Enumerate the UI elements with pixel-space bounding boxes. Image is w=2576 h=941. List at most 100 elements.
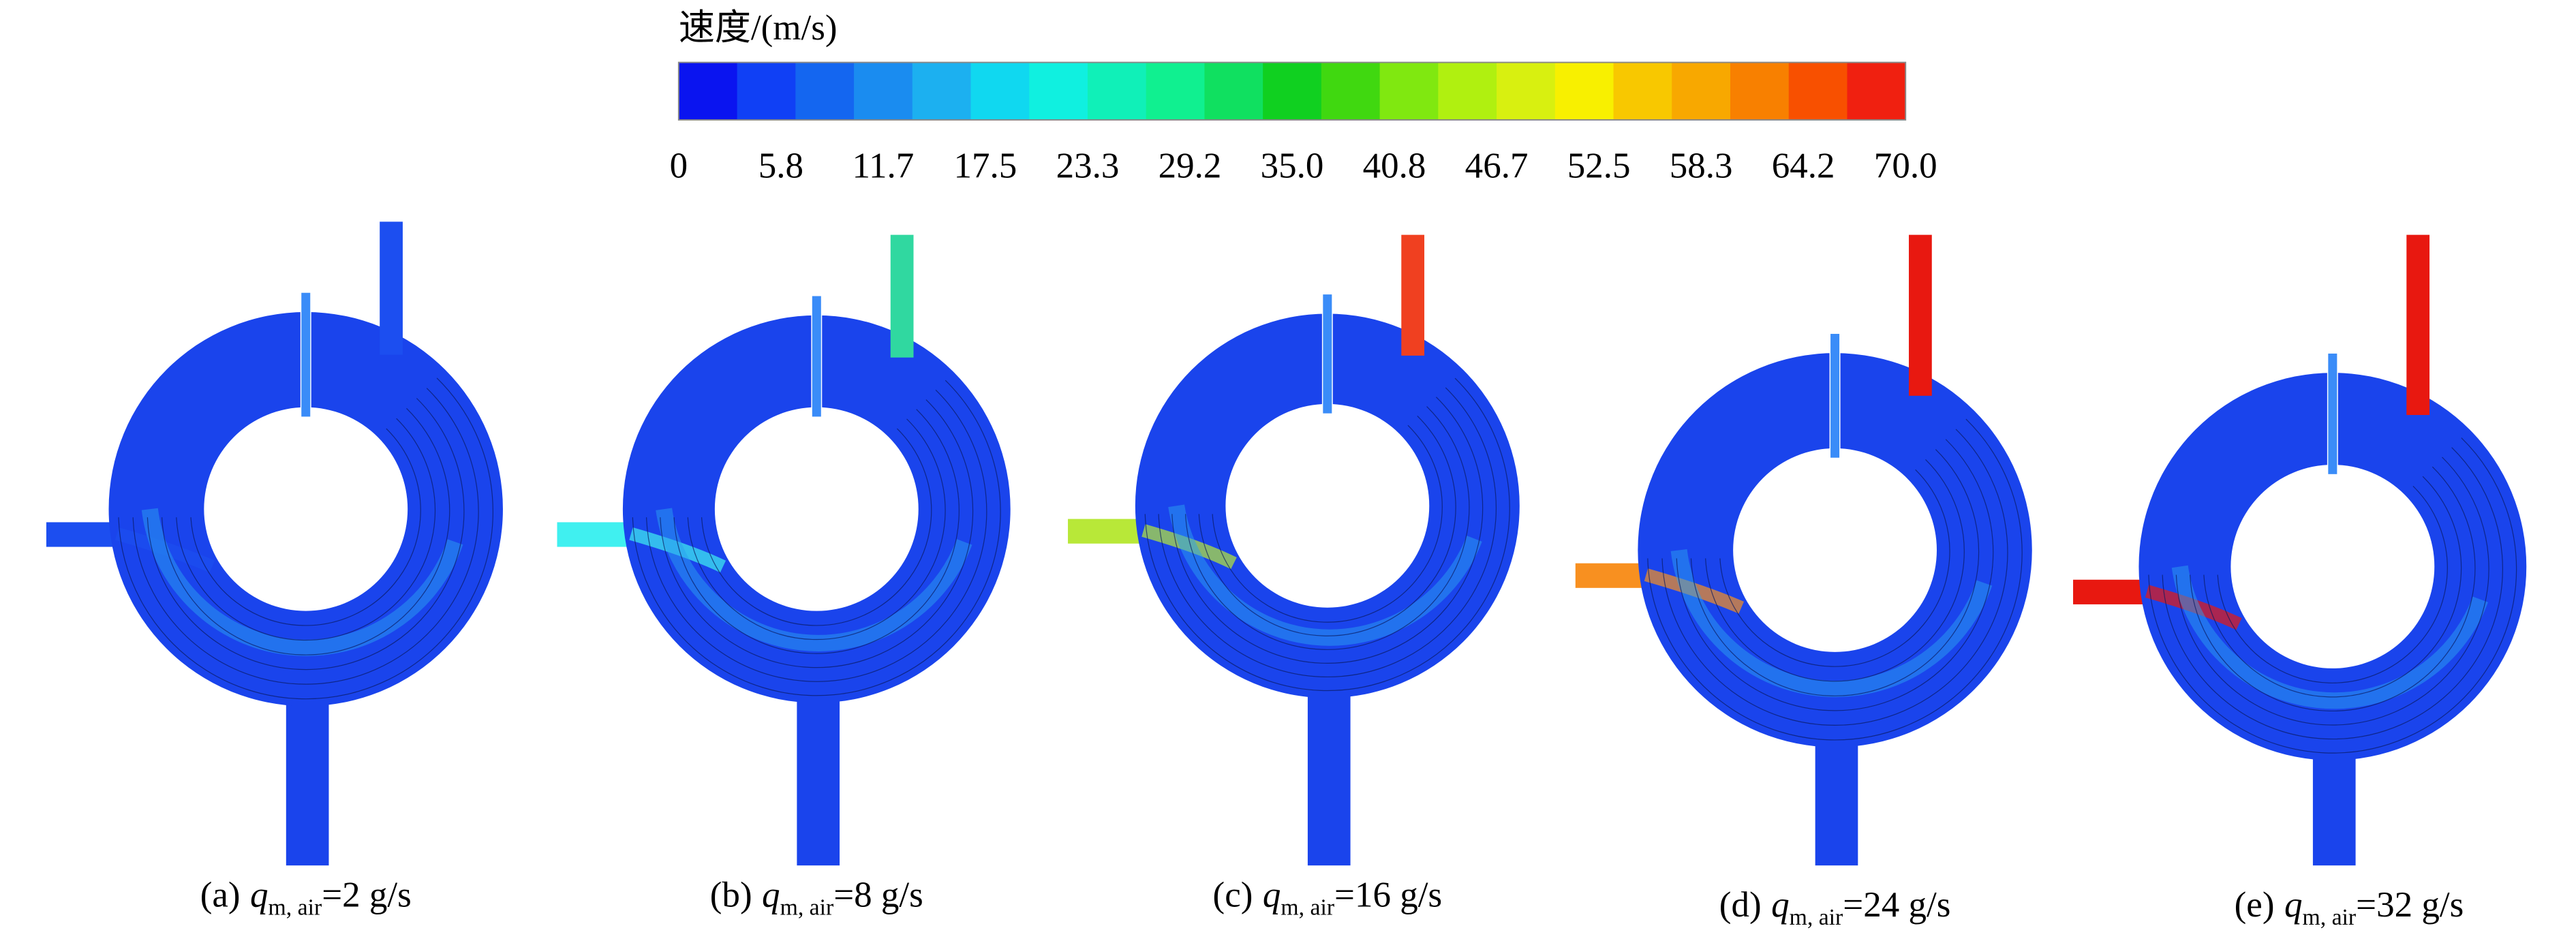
caption-symbol: q — [250, 875, 269, 914]
streamline — [673, 409, 960, 654]
colorbar-band — [1029, 62, 1088, 120]
caption-subscript: m, air — [780, 895, 834, 920]
exhaust-pipe — [2406, 234, 2430, 416]
panel-caption: (d) qm, air=24 g/s — [1719, 885, 1951, 930]
colorbar-tick-label: 70.0 — [1874, 146, 1937, 185]
streamline — [660, 399, 974, 668]
colorbar-tick-label: 5.8 — [758, 146, 803, 185]
outlet-pipe — [1815, 730, 1858, 866]
streamline — [118, 377, 493, 700]
panel-caption: (a) qm, air=2 g/s — [200, 875, 412, 920]
flow-panel: (b) qm, air=8 g/s — [557, 234, 1011, 920]
exhaust-pipe — [1909, 234, 1932, 396]
streamline — [1158, 387, 1497, 678]
outlet-pipe — [1307, 681, 1351, 866]
baffle — [300, 292, 311, 418]
streamline — [132, 388, 479, 685]
caption-label: (c) — [1213, 875, 1253, 914]
streamline — [1171, 397, 1484, 664]
outlet-pipe — [797, 686, 840, 866]
colorbar-band — [1204, 62, 1263, 120]
caption-value: =16 g/s — [1334, 875, 1442, 914]
streamline — [2162, 447, 2503, 740]
colorbar-band — [1321, 62, 1381, 120]
colorbar-band — [1263, 62, 1322, 120]
baffle — [1321, 293, 1333, 415]
colorbar-tick-label: 29.2 — [1159, 146, 1222, 185]
colorbar-tick-label: 0 — [670, 146, 688, 185]
colorbar-band — [678, 62, 738, 120]
streamline — [1212, 425, 1443, 623]
streamline — [1185, 406, 1470, 650]
colorbar-tick-label: 58.3 — [1670, 146, 1733, 185]
colorbar-band — [1613, 62, 1673, 120]
colorbar-band — [1379, 62, 1439, 120]
colorbar-band — [1788, 62, 1848, 120]
streamline — [162, 407, 450, 655]
caption-label: (b) — [710, 875, 752, 914]
caption-value: =32 g/s — [2356, 885, 2464, 925]
colorbar-band — [1497, 62, 1556, 120]
swirl-band — [1168, 504, 1482, 646]
streamline — [2203, 476, 2462, 698]
exhaust-pipe — [380, 221, 403, 355]
streamline — [1144, 377, 1510, 692]
streamline — [1198, 415, 1456, 636]
colorbar-band — [912, 62, 972, 120]
colorbar-band — [970, 62, 1030, 120]
swirl-band — [141, 508, 463, 656]
caption-value: =24 g/s — [1843, 885, 1950, 925]
panel-caption: (b) qm, air=8 g/s — [710, 875, 923, 920]
baffle — [1829, 333, 1841, 459]
caption-subscript: m, air — [1281, 895, 1334, 920]
colorbar-tick-label: 52.5 — [1567, 146, 1631, 185]
caption-symbol: q — [1263, 875, 1281, 914]
baffle — [2327, 352, 2338, 476]
streamline — [2190, 466, 2476, 712]
colorbar-band — [1847, 62, 1906, 120]
swirl-band — [2171, 565, 2489, 709]
streamline — [2175, 457, 2489, 726]
caption-subscript: m, air — [1790, 905, 1843, 930]
streamline — [701, 428, 932, 626]
caption-label: (e) — [2235, 885, 2275, 925]
streamline — [1647, 418, 2023, 741]
streamline — [1705, 459, 1965, 682]
streamline — [2148, 437, 2517, 754]
streamline — [1719, 469, 1950, 667]
flow-panel: (a) qm, air=2 g/s — [46, 221, 503, 920]
colorbar-band — [1672, 62, 1731, 120]
streamline — [2217, 485, 2448, 683]
outlet-pipe — [2312, 743, 2356, 866]
flow-panel: (c) qm, air=16 g/s — [1068, 234, 1520, 920]
colorbar-band — [1087, 62, 1147, 120]
caption-subscript: m, air — [269, 895, 322, 920]
caption-symbol: q — [762, 875, 780, 914]
colorbar-band — [737, 62, 797, 120]
caption-label: (d) — [1719, 885, 1762, 925]
swirl-band — [656, 508, 972, 651]
colorbar-tick-label: 17.5 — [954, 146, 1017, 185]
panel-caption: (c) qm, air=16 g/s — [1213, 875, 1443, 920]
caption-value: =2 g/s — [322, 875, 412, 914]
streamline — [1676, 439, 1994, 711]
caption-subscript: m, air — [2302, 905, 2356, 930]
streamline — [176, 418, 435, 641]
streamline — [632, 380, 1001, 696]
colorbar-tick-label: 23.3 — [1056, 146, 1120, 185]
colorbar-tick-label: 40.8 — [1363, 146, 1426, 185]
colorbar-tick-label: 11.7 — [852, 146, 914, 185]
streamline — [646, 389, 987, 682]
caption-symbol: q — [1771, 885, 1790, 925]
caption-value: =8 g/s — [833, 875, 923, 914]
caption-symbol: q — [2284, 885, 2303, 925]
exhaust-pipe — [1401, 234, 1425, 356]
swirl-band — [1670, 549, 1993, 698]
colorbar-title: 速度/(m/s) — [679, 8, 838, 48]
panel-caption: (e) qm, air=32 g/s — [2235, 885, 2464, 930]
caption-label: (a) — [200, 875, 241, 914]
streamline — [147, 398, 465, 670]
colorbar-band — [795, 62, 855, 120]
